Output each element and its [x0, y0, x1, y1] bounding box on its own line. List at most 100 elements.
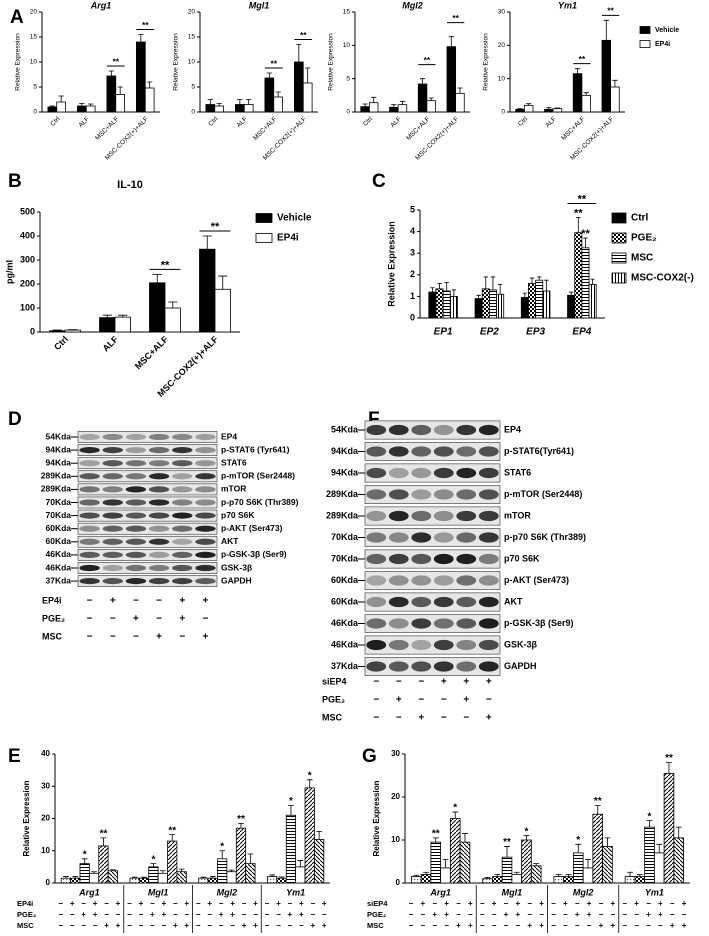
legend-swatch: [611, 252, 627, 264]
bar: [64, 329, 81, 333]
bar: [496, 293, 505, 319]
blot-band: [366, 575, 387, 586]
bar: [673, 837, 684, 884]
condition-sign: +: [139, 899, 144, 908]
condition-sign: +: [682, 899, 687, 908]
blot-band: [388, 618, 409, 629]
condition-sign: −: [527, 910, 532, 919]
bar: [360, 106, 370, 113]
condition-sign: +: [230, 899, 235, 908]
bar: [511, 874, 523, 884]
error-bar: [457, 87, 463, 94]
condition-sign: −: [527, 899, 532, 908]
blot-band: [478, 424, 499, 436]
condition-sign: +: [539, 899, 544, 908]
error-bar: [442, 858, 449, 868]
condition-sign: −: [492, 910, 497, 919]
bar: [474, 298, 483, 319]
condition-sign: +: [441, 677, 447, 688]
bar: [491, 876, 503, 884]
blot-band: [102, 460, 123, 467]
condition-sign: +: [504, 910, 509, 919]
bar: [198, 877, 209, 884]
error-bar: [100, 837, 107, 846]
bar: [581, 94, 591, 113]
blot-size: 94Kda: [331, 467, 359, 477]
bar: [426, 100, 436, 113]
bar: [420, 874, 432, 884]
condition-sign: −: [492, 921, 497, 930]
error-bar: [529, 277, 535, 284]
condition-sign: −: [202, 614, 208, 625]
condition-sign: −: [444, 921, 449, 930]
condition-sign: −: [634, 910, 639, 919]
error-bar: [627, 871, 633, 877]
blot-band: [388, 489, 409, 500]
legend-swatch: [611, 212, 627, 224]
significance: *: [151, 854, 155, 865]
condition-sign: −: [622, 921, 627, 930]
x-tick-label: ALF: [101, 334, 121, 354]
blot-band: [388, 532, 409, 543]
condition-sign: +: [492, 899, 497, 908]
condition-sign: +: [162, 899, 167, 908]
condition-sign: +: [322, 899, 327, 908]
blot-label: p-mTOR (Ser2448): [221, 471, 295, 481]
bar: [85, 105, 96, 113]
error-bar: [636, 874, 643, 877]
condition-label: PGE₂: [322, 694, 345, 704]
blot-strip: [77, 470, 218, 483]
condition-sign: −: [575, 921, 580, 930]
bar: [417, 83, 428, 113]
blot-band: [195, 460, 216, 467]
condition-sign: −: [70, 921, 75, 930]
blot-band: [478, 639, 499, 651]
condition-sign: −: [480, 899, 485, 908]
legend-swatch: [255, 213, 273, 223]
chart-title: IL-10: [117, 179, 143, 191]
blot-label: p-AKT (Ser473): [504, 575, 569, 585]
blot-label: p-STAT6(Tyr641): [504, 446, 574, 456]
condition-sign: −: [504, 921, 509, 930]
y-tick-label: 4: [410, 226, 415, 236]
condition-sign: +: [539, 921, 544, 930]
bar: [663, 772, 675, 884]
blot-band: [411, 639, 432, 651]
error-bar: [612, 79, 618, 87]
blot-band: [411, 424, 432, 436]
error-bar: [297, 860, 304, 867]
condition-sign: −: [599, 910, 604, 919]
blot-band: [433, 532, 454, 543]
condition-sign: −: [196, 899, 201, 908]
bar: [314, 839, 325, 884]
error-bar: [399, 100, 406, 105]
blot-strip: [77, 522, 218, 535]
error-bar: [391, 104, 397, 108]
error-bar: [52, 329, 62, 331]
y-tick-label: 20: [498, 42, 506, 49]
legend-swatch: [639, 40, 651, 48]
blot-band: [148, 433, 170, 441]
bar: [520, 297, 529, 319]
blot-strip: [77, 535, 218, 548]
blot-band: [433, 575, 454, 586]
blot-band: [102, 446, 123, 454]
condition-sign: −: [670, 910, 675, 919]
blot-band: [456, 532, 477, 543]
bar: [523, 104, 534, 113]
significance: **: [607, 6, 614, 16]
x-tick-label: Arg1: [78, 887, 100, 897]
error-bar: [49, 105, 55, 107]
bar: [135, 41, 146, 113]
bar: [535, 279, 544, 319]
blot-strip: [77, 496, 218, 509]
bar: [481, 288, 490, 319]
condition-sign: +: [110, 596, 116, 607]
x-tick-label: MSC+ALF: [133, 334, 171, 372]
blot-band: [366, 467, 387, 479]
x-tick-label: ALF: [77, 116, 90, 129]
blot-band: [411, 446, 432, 457]
condition-sign: +: [299, 910, 304, 919]
significance: **: [100, 828, 108, 839]
condition-sign: +: [396, 695, 402, 706]
